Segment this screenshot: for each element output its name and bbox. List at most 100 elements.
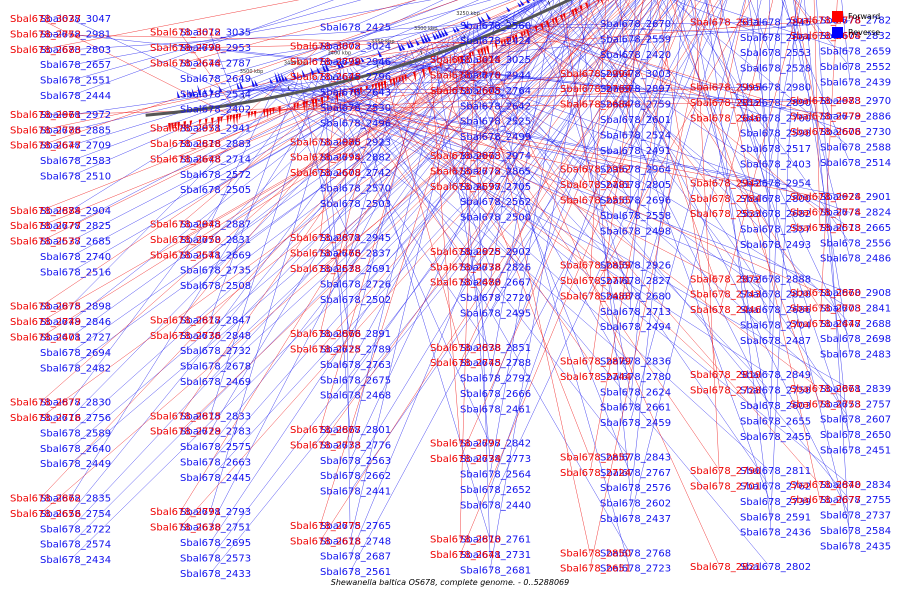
leader-line (309, 77, 771, 376)
leader-line (589, 0, 679, 105)
leader-line (693, 0, 851, 52)
reverse-gene-label: Sbal678_2773 (460, 454, 531, 465)
reverse-feature (419, 33, 426, 44)
reverse-feature (336, 58, 342, 69)
leader-line (179, 85, 375, 321)
forward-feature (389, 78, 392, 87)
leader-line (489, 0, 539, 27)
reverse-gene-label: Sbal678_2839 (820, 384, 891, 395)
forward-feature (278, 106, 281, 117)
forward-gene-label: Sbal678_2871 (290, 233, 361, 244)
forward-gene-label: Sbal678_2838 (430, 343, 501, 354)
forward-feature (597, 0, 599, 4)
forward-feature (482, 46, 487, 57)
leader-line (319, 38, 511, 63)
forward-feature (266, 108, 269, 119)
reverse-gene-label: Sbal678_2945 (320, 233, 391, 244)
forward-feature (545, 20, 551, 32)
forward-gene-label: Sbal678_2641 (430, 550, 501, 561)
reverse-gene-label: Sbal678_2831 (180, 235, 251, 246)
reverse-gene-label: Sbal678_2528 (740, 64, 811, 75)
reverse-gene-label: Sbal678_2624 (600, 387, 671, 398)
scale-tick (506, 18, 509, 23)
reverse-gene-label: Sbal678_2754 (40, 509, 111, 520)
leader-line (209, 0, 492, 80)
leader-line (343, 69, 351, 526)
forward-gene-label: Sbal678_2942 (690, 178, 761, 189)
leader-line (39, 25, 542, 131)
forward-feature (250, 111, 254, 118)
forward-gene-label: Sbal678_2821 (690, 562, 761, 573)
reverse-gene-label: Sbal678_2926 (600, 261, 671, 272)
leader-line (352, 66, 771, 568)
reverse-feature (191, 88, 196, 97)
forward-gene-label: Sbal678_2480 (430, 278, 501, 289)
leader-line (39, 0, 532, 242)
forward-feature (551, 18, 555, 25)
leader-line (39, 87, 369, 307)
reverse-gene-label: Sbal678_2739 (740, 497, 811, 508)
leader-line (322, 74, 351, 431)
forward-gene-label: Sbal678_2677 (790, 495, 861, 506)
leader-line (209, 0, 625, 383)
leader-line (282, 83, 491, 253)
leader-line (653, 0, 771, 134)
forward-feature (326, 95, 330, 102)
reverse-gene-label: Sbal678_2897 (600, 84, 671, 95)
reverse-gene-label: Sbal678_2902 (460, 247, 531, 258)
forward-feature (554, 16, 559, 27)
reverse-feature (414, 38, 420, 46)
reverse-gene-label: Sbal678_2493 (740, 240, 811, 251)
reverse-gene-label: Sbal678_2705 (460, 182, 531, 193)
reverse-gene-label: Sbal678_2663 (180, 458, 251, 469)
scale-tick-label: 3200 kbp (498, 0, 522, 1)
reverse-gene-label: Sbal678_2560 (460, 21, 531, 32)
reverse-gene-label: Sbal678_2727 (40, 333, 111, 344)
forward-gene-label: Sbal678_2879 (560, 357, 631, 368)
reverse-gene-label: Sbal678_2834 (820, 480, 891, 491)
forward-feature (459, 55, 464, 67)
scale-tick (243, 94, 245, 99)
reverse-feature (485, 12, 491, 20)
reverse-gene-label: Sbal678_2720 (460, 293, 531, 304)
leader-line (629, 0, 669, 408)
scale-tick (288, 86, 290, 91)
reverse-gene-label: Sbal678_2643 (320, 88, 391, 99)
leader-line (486, 48, 721, 568)
forward-gene-label: Sbal678_2606 (790, 127, 861, 138)
reverse-gene-label: Sbal678_2763 (320, 360, 391, 371)
reverse-gene-label: Sbal678_2667 (460, 278, 531, 289)
leader-line (69, 18, 230, 94)
forward-gene-label: Sbal678_2648 (150, 154, 221, 165)
reverse-gene-label: Sbal678_2440 (460, 500, 531, 511)
leader-line (371, 61, 631, 90)
forward-gene-label: Sbal678_2769 (560, 84, 631, 95)
reverse-gene-label: Sbal678_2755 (820, 495, 891, 506)
leader-line (795, 0, 851, 68)
leader-line (794, 0, 821, 37)
forward-gene-label: Sbal678_2752 (10, 29, 81, 40)
reverse-gene-label: Sbal678_2764 (460, 86, 531, 97)
reverse-gene-label: Sbal678_2602 (600, 499, 671, 510)
reverse-feature (236, 82, 241, 90)
forward-feature (189, 120, 193, 128)
reverse-gene-label: Sbal678_2793 (180, 507, 251, 518)
leader-line (39, 6, 583, 227)
reverse-feature (218, 85, 223, 93)
forward-feature (562, 12, 566, 20)
reverse-gene-label: Sbal678_2885 (40, 125, 111, 136)
reverse-feature (455, 26, 460, 32)
leader-line (319, 0, 619, 350)
forward-feature (573, 7, 578, 18)
reverse-gene-label: Sbal678_2551 (40, 76, 111, 87)
reverse-gene-label: Sbal678_2468 (320, 391, 391, 402)
forward-gene-label: Sbal678_2597 (430, 182, 501, 193)
leader-line (39, 0, 459, 146)
forward-gene-label: Sbal678_2605 (430, 86, 501, 97)
reverse-gene-label: Sbal678_2796 (320, 72, 391, 83)
leader-line (348, 92, 591, 266)
reverse-feature (452, 27, 457, 33)
reverse-gene-label: Sbal678_2780 (600, 372, 671, 383)
reverse-gene-label: Sbal678_2730 (820, 127, 891, 138)
reverse-gene-label: Sbal678_2559 (600, 35, 671, 46)
